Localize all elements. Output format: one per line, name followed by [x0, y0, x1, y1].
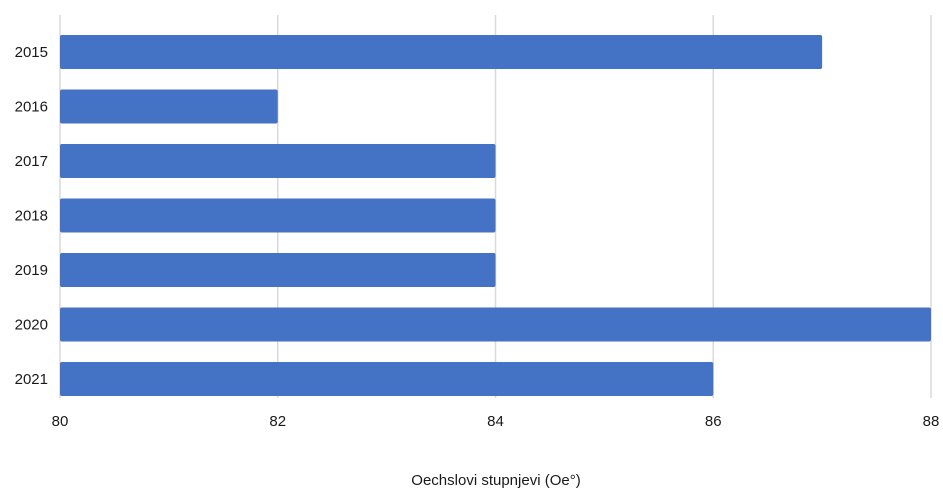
x-tick-label: 84 — [487, 413, 504, 430]
bar-2020 — [60, 307, 931, 342]
y-category-label: 2018 — [15, 208, 48, 225]
y-category-label: 2015 — [15, 44, 48, 61]
x-tick-label: 80 — [52, 413, 69, 430]
x-tick-label: 82 — [269, 413, 286, 430]
bar-2019 — [60, 253, 496, 287]
bar-2016 — [60, 89, 278, 124]
y-category-label: 2021 — [15, 371, 48, 388]
x-axis-title: Oechslovi stupnjevi (Oe°) — [411, 472, 580, 489]
x-tick-label: 86 — [705, 413, 722, 430]
x-tick-label: 88 — [923, 413, 940, 430]
bar-2018 — [60, 198, 496, 233]
bars — [60, 35, 931, 396]
y-axis-category-labels: 2015 2016 2017 2018 2019 2020 2021 — [15, 44, 48, 388]
x-axis-tick-labels: 80 82 84 86 88 — [52, 413, 940, 430]
bar-2017 — [60, 144, 496, 178]
y-category-label: 2016 — [15, 99, 48, 116]
y-category-label: 2019 — [15, 262, 48, 279]
y-category-label: 2017 — [15, 153, 48, 170]
bar-2015 — [60, 35, 823, 69]
y-category-label: 2020 — [15, 317, 48, 334]
bar-2021 — [60, 362, 714, 396]
